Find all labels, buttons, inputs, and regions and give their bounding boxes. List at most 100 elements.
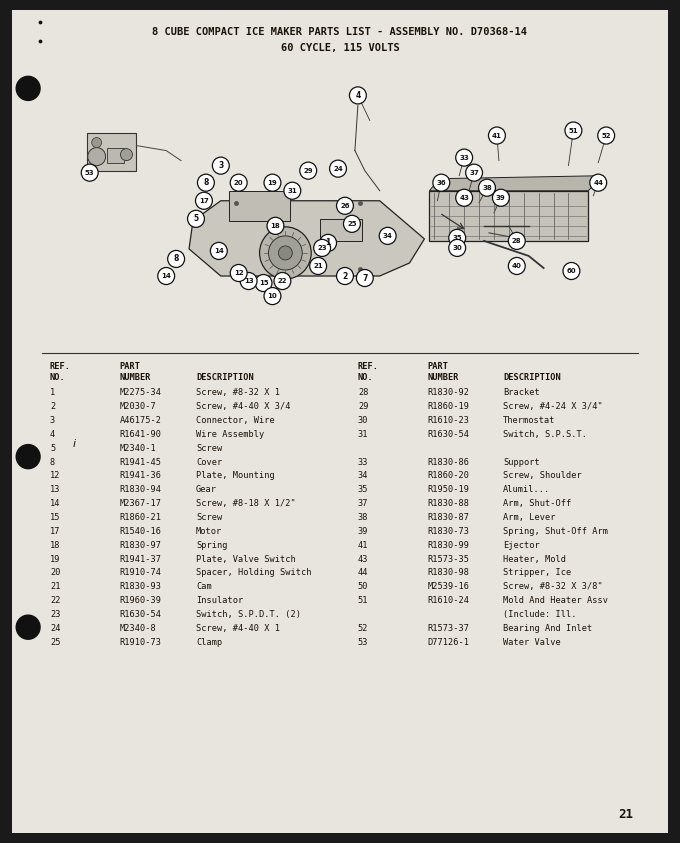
Text: 18: 18 (271, 223, 280, 228)
Text: 36: 36 (437, 180, 446, 185)
Text: 37: 37 (469, 169, 479, 175)
Text: 41: 41 (358, 540, 369, 550)
Text: 13: 13 (50, 486, 61, 494)
Text: R1540-16: R1540-16 (120, 527, 162, 536)
Text: Screw, #8-32 X 1: Screw, #8-32 X 1 (196, 389, 280, 397)
Text: 33: 33 (358, 458, 369, 467)
Text: 5: 5 (193, 214, 199, 223)
Text: Support: Support (503, 458, 540, 467)
Text: 19: 19 (268, 180, 277, 185)
Text: Switch, S.P.D.T. (2): Switch, S.P.D.T. (2) (196, 610, 301, 619)
Text: 38: 38 (482, 185, 492, 191)
Text: 2: 2 (342, 271, 347, 281)
Text: (Include: Ill.: (Include: Ill. (503, 610, 577, 619)
Text: D77126-1: D77126-1 (428, 637, 469, 647)
Text: 35: 35 (452, 235, 462, 241)
Text: 7: 7 (362, 273, 367, 282)
Text: 10: 10 (268, 293, 277, 299)
Text: 30: 30 (358, 416, 369, 425)
Text: 28: 28 (512, 238, 522, 244)
Text: 25: 25 (50, 637, 61, 647)
Text: R1941-45: R1941-45 (120, 458, 162, 467)
Text: Wire Assembly: Wire Assembly (196, 430, 265, 439)
Circle shape (320, 234, 337, 251)
Text: 35: 35 (358, 486, 369, 494)
Circle shape (598, 127, 615, 144)
Text: 34: 34 (383, 233, 392, 239)
Text: Ejector: Ejector (503, 540, 540, 550)
Text: i: i (72, 438, 75, 448)
Text: R1941-37: R1941-37 (120, 555, 162, 564)
Text: Spacer, Holding Switch: Spacer, Holding Switch (196, 568, 311, 577)
Text: Mold And Heater Assv: Mold And Heater Assv (503, 596, 608, 605)
Text: 52: 52 (601, 132, 611, 138)
Text: Insulator: Insulator (196, 596, 243, 605)
Text: 26: 26 (340, 203, 350, 209)
Text: 14: 14 (50, 499, 61, 508)
Circle shape (456, 189, 473, 207)
Text: 43: 43 (358, 555, 369, 564)
Circle shape (168, 250, 184, 267)
Circle shape (195, 192, 212, 209)
Text: DESCRIPTION: DESCRIPTION (196, 373, 254, 383)
Text: 44: 44 (358, 568, 369, 577)
Text: 22: 22 (50, 596, 61, 605)
Circle shape (16, 77, 40, 100)
Text: R1910-74: R1910-74 (120, 568, 162, 577)
Text: R1830-94: R1830-94 (120, 486, 162, 494)
Text: R1860-21: R1860-21 (120, 513, 162, 522)
Text: Cam: Cam (196, 583, 211, 591)
Text: 25: 25 (347, 221, 357, 227)
Bar (87, 132, 137, 170)
Text: R1830-88: R1830-88 (428, 499, 469, 508)
Text: 3: 3 (218, 161, 224, 170)
Text: PART: PART (428, 362, 448, 371)
Circle shape (260, 227, 311, 279)
Text: 23: 23 (318, 245, 327, 251)
Text: R1830-93: R1830-93 (120, 583, 162, 591)
Text: 30: 30 (452, 245, 462, 251)
Circle shape (158, 267, 175, 285)
Circle shape (563, 262, 580, 280)
Text: Alumil...: Alumil... (503, 486, 550, 494)
Text: 53: 53 (85, 169, 95, 175)
Text: REF.: REF. (358, 362, 379, 371)
Text: Screw, #8-18 X 1/2": Screw, #8-18 X 1/2" (196, 499, 296, 508)
Text: Heater, Mold: Heater, Mold (503, 555, 566, 564)
Circle shape (120, 148, 133, 161)
Text: 18: 18 (50, 540, 61, 550)
Circle shape (488, 127, 505, 144)
Text: 20: 20 (50, 568, 61, 577)
Text: 31: 31 (288, 188, 297, 194)
Text: R1610-24: R1610-24 (428, 596, 469, 605)
Text: R1910-73: R1910-73 (120, 637, 162, 647)
Text: Screw, Shoulder: Screw, Shoulder (503, 471, 581, 481)
Text: Gear: Gear (196, 486, 217, 494)
Circle shape (267, 217, 284, 234)
Circle shape (456, 149, 473, 166)
Text: 17: 17 (50, 527, 61, 536)
Text: 12: 12 (234, 270, 243, 276)
Bar (320, 219, 362, 241)
Text: 8: 8 (173, 255, 179, 264)
Text: M2539-16: M2539-16 (428, 583, 469, 591)
Text: 12: 12 (50, 471, 61, 481)
Circle shape (356, 270, 373, 287)
Polygon shape (429, 175, 603, 191)
Text: 31: 31 (358, 430, 369, 439)
Bar (429, 191, 588, 241)
Text: Screw, #4-40 X 3/4: Screw, #4-40 X 3/4 (196, 402, 290, 411)
Text: 39: 39 (358, 527, 369, 536)
Circle shape (278, 246, 292, 260)
Text: R1950-19: R1950-19 (428, 486, 469, 494)
Text: 21: 21 (618, 808, 633, 821)
Text: Water Valve: Water Valve (503, 637, 560, 647)
Text: 28: 28 (358, 389, 369, 397)
Circle shape (264, 175, 281, 191)
Text: Screw: Screw (196, 513, 222, 522)
Text: 21: 21 (50, 583, 61, 591)
Text: Switch, S.P.S.T.: Switch, S.P.S.T. (503, 430, 587, 439)
Circle shape (264, 287, 281, 304)
Text: 8: 8 (50, 458, 55, 467)
Circle shape (269, 236, 302, 270)
